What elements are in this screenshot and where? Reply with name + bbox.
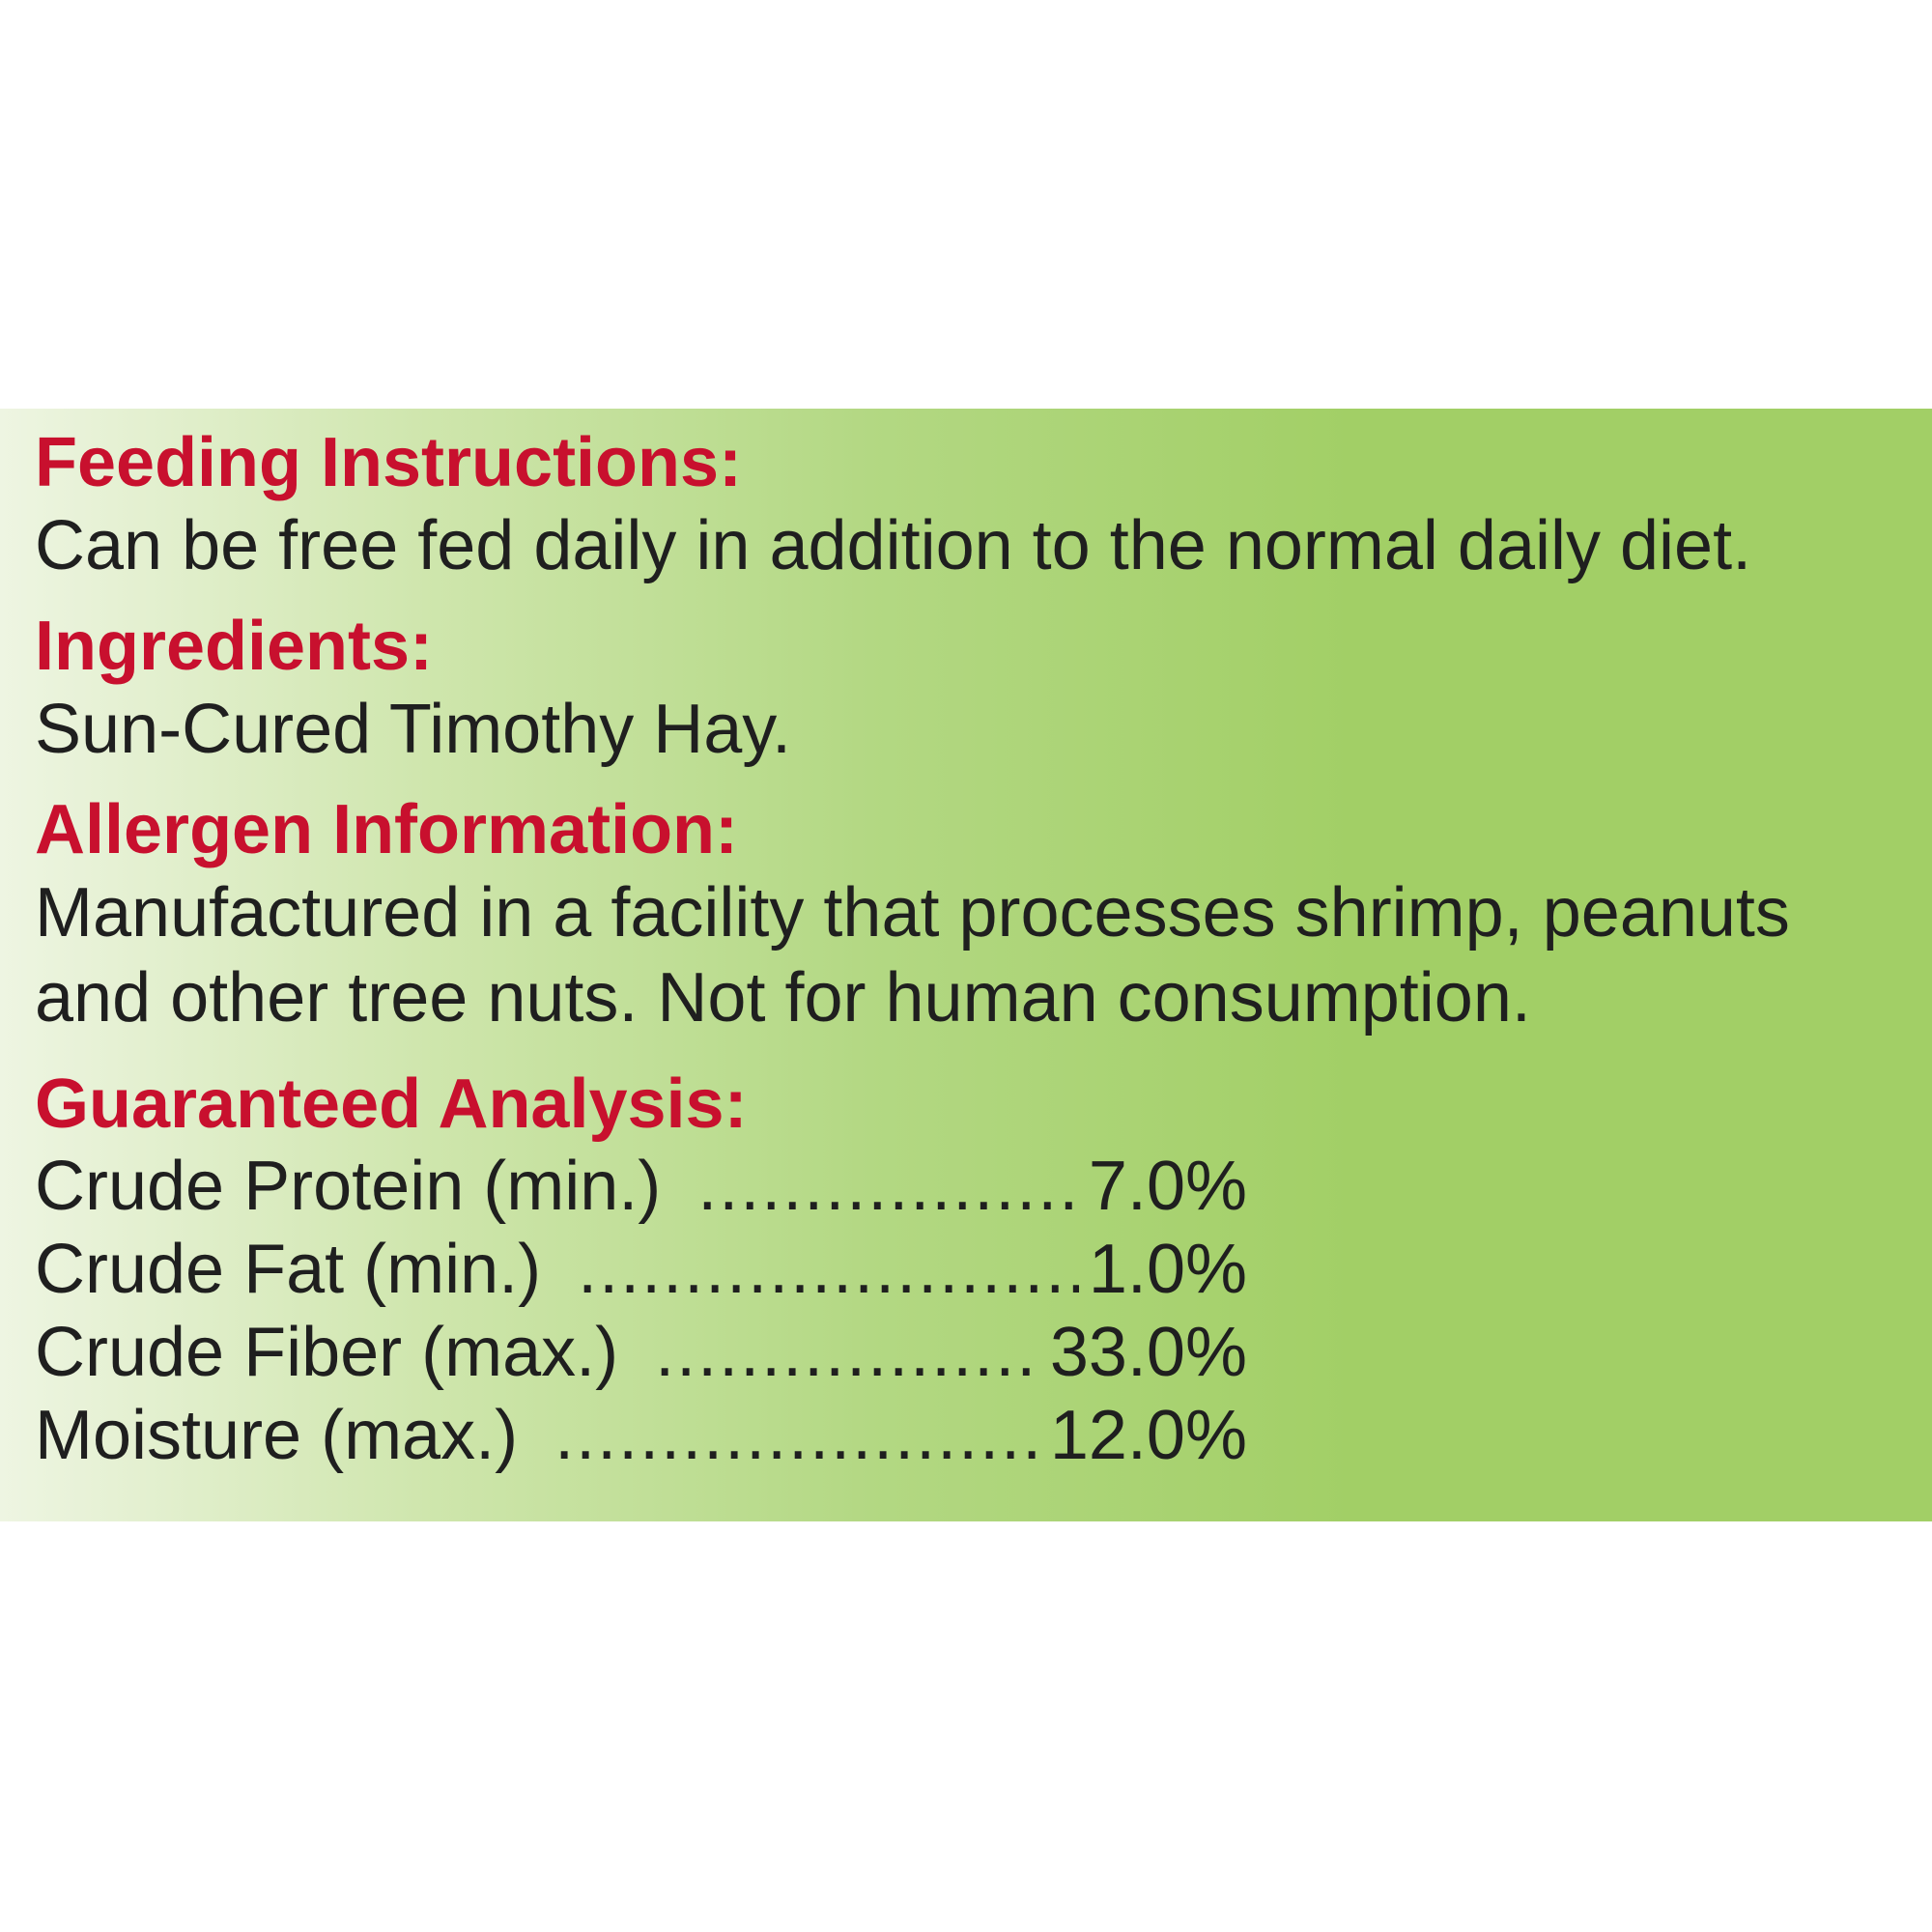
allergen-text-line-2: and other tree nuts. Not for human consu… (35, 959, 1531, 1037)
analysis-value: 12.0% (1049, 1397, 1247, 1474)
analysis-row-fat: Crude Fat (min.) 1.0% (35, 1228, 1247, 1311)
analysis-label: Crude Fiber (max.) (35, 1314, 619, 1391)
analysis-list: Crude Protein (min.) 7.0% Crude Fat (min… (35, 1145, 1247, 1477)
analysis-label: Crude Protein (min.) (35, 1148, 662, 1225)
analysis-row-protein: Crude Protein (min.) 7.0% (35, 1145, 1247, 1228)
ingredients-section: Ingredients: Sun-Cured Timothy Hay. (35, 606, 1932, 772)
analysis-label: Moisture (max.) (35, 1397, 519, 1474)
allergen-section: Allergen Information: Manufactured in a … (35, 789, 1932, 1040)
leader-dots (697, 1145, 1079, 1228)
product-info-panel: Feeding Instructions: Can be free fed da… (0, 409, 1932, 1521)
feeding-text: Can be free fed daily in addition to the… (35, 507, 1752, 584)
analysis-value: 1.0% (1088, 1231, 1247, 1308)
leader-dots (655, 1311, 1040, 1394)
feeding-heading: Feeding Instructions: (35, 424, 743, 501)
analysis-label: Crude Fat (min.) (35, 1231, 542, 1308)
ingredients-text: Sun-Cured Timothy Hay. (35, 691, 791, 768)
allergen-text-line-1: Manufactured in a facility that processe… (35, 874, 1790, 952)
analysis-row-moisture: Moisture (max.) 12.0% (35, 1394, 1247, 1477)
analysis-value: 7.0% (1088, 1148, 1247, 1225)
leader-dots (578, 1228, 1079, 1311)
analysis-section: Guaranteed Analysis: Crude Protein (min.… (35, 1064, 1932, 1477)
ingredients-heading: Ingredients: (35, 608, 434, 685)
analysis-value: 33.0% (1049, 1314, 1247, 1391)
analysis-row-fiber: Crude Fiber (max.) 33.0% (35, 1311, 1247, 1394)
feeding-section: Feeding Instructions: Can be free fed da… (35, 422, 1932, 588)
analysis-heading: Guaranteed Analysis: (35, 1065, 748, 1143)
allergen-heading: Allergen Information: (35, 791, 739, 868)
leader-dots (554, 1394, 1040, 1477)
